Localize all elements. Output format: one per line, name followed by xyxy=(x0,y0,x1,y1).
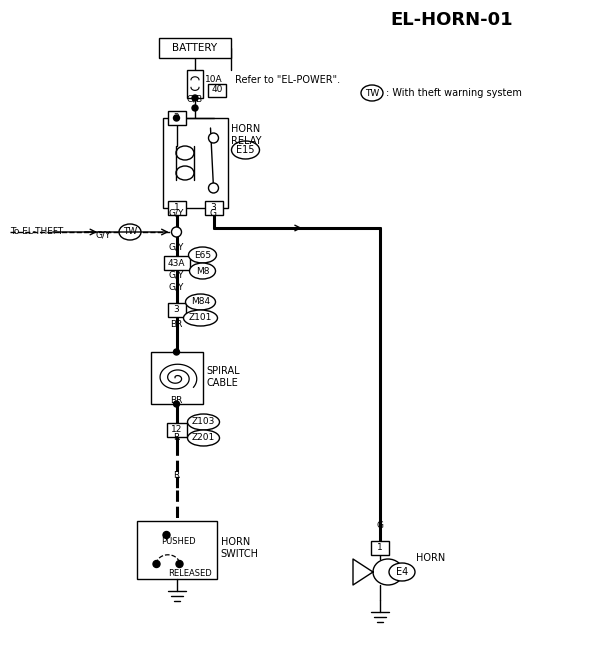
Text: 3: 3 xyxy=(211,203,216,213)
Text: E4: E4 xyxy=(396,567,408,577)
Text: G/Y: G/Y xyxy=(95,231,110,240)
Text: Z101: Z101 xyxy=(189,314,212,323)
Text: BATTERY: BATTERY xyxy=(172,43,218,53)
Ellipse shape xyxy=(188,430,220,446)
Bar xyxy=(371,541,389,555)
Circle shape xyxy=(172,227,182,237)
Text: 2: 2 xyxy=(173,113,179,123)
Bar xyxy=(187,70,203,98)
Ellipse shape xyxy=(361,85,383,101)
Bar xyxy=(137,521,217,579)
Text: To EL-THEFT: To EL-THEFT xyxy=(10,228,63,237)
Bar xyxy=(208,83,226,96)
Text: E15: E15 xyxy=(236,145,255,155)
Text: 43A: 43A xyxy=(168,258,185,268)
Circle shape xyxy=(208,183,218,193)
Text: 10A: 10A xyxy=(205,75,223,85)
Text: EL-HORN-01: EL-HORN-01 xyxy=(390,11,513,29)
Text: SWITCH: SWITCH xyxy=(220,549,259,559)
Text: 3: 3 xyxy=(173,306,179,314)
Bar xyxy=(166,423,186,437)
Bar xyxy=(163,256,189,270)
Circle shape xyxy=(163,531,170,539)
Ellipse shape xyxy=(373,559,403,585)
Ellipse shape xyxy=(176,146,194,160)
Text: M84: M84 xyxy=(191,298,210,306)
Text: G/Y: G/Y xyxy=(169,283,184,292)
Text: BR: BR xyxy=(170,320,183,329)
Text: G: G xyxy=(377,521,384,530)
Text: BR: BR xyxy=(170,396,183,405)
Ellipse shape xyxy=(189,263,215,279)
Text: 40: 40 xyxy=(211,85,223,94)
Ellipse shape xyxy=(185,294,215,310)
Text: 1: 1 xyxy=(377,544,383,552)
Bar xyxy=(150,352,202,404)
Bar xyxy=(159,38,231,58)
Text: HORN: HORN xyxy=(220,537,250,547)
Circle shape xyxy=(176,560,183,567)
Text: R: R xyxy=(173,471,179,480)
Bar xyxy=(168,201,185,215)
Text: 12: 12 xyxy=(171,426,182,434)
Ellipse shape xyxy=(389,563,415,581)
Text: : With theft warning system: : With theft warning system xyxy=(386,88,522,98)
Circle shape xyxy=(192,105,198,111)
Text: CABLE: CABLE xyxy=(207,378,238,388)
Text: G/Y: G/Y xyxy=(169,242,184,251)
Text: G/Y: G/Y xyxy=(169,271,184,280)
Ellipse shape xyxy=(184,310,217,326)
Text: R: R xyxy=(173,433,179,442)
Bar xyxy=(162,118,227,208)
Ellipse shape xyxy=(231,141,259,159)
Text: G/Y: G/Y xyxy=(169,209,184,218)
Bar xyxy=(204,201,223,215)
Bar xyxy=(168,303,185,317)
Bar xyxy=(168,111,185,125)
Text: PUSHED: PUSHED xyxy=(161,537,196,546)
Text: G/B: G/B xyxy=(187,95,203,104)
Circle shape xyxy=(173,229,179,235)
Text: M8: M8 xyxy=(196,266,209,276)
Ellipse shape xyxy=(119,224,141,240)
Text: SPIRAL: SPIRAL xyxy=(207,366,240,376)
Text: RELAY: RELAY xyxy=(231,136,262,146)
Text: TW: TW xyxy=(123,228,137,237)
Ellipse shape xyxy=(188,247,217,263)
Circle shape xyxy=(208,133,218,143)
Text: HORN: HORN xyxy=(231,124,260,134)
Circle shape xyxy=(173,115,179,121)
Text: Z201: Z201 xyxy=(192,434,215,443)
Text: 1: 1 xyxy=(173,203,179,213)
Text: Refer to "EL-POWER".: Refer to "EL-POWER". xyxy=(235,75,340,85)
Circle shape xyxy=(192,95,198,101)
Text: TW: TW xyxy=(365,89,379,98)
Text: G: G xyxy=(210,209,217,218)
Text: E65: E65 xyxy=(194,251,211,260)
Circle shape xyxy=(153,560,160,567)
Text: HORN: HORN xyxy=(416,553,445,563)
Ellipse shape xyxy=(188,414,220,430)
Text: RELEASED: RELEASED xyxy=(169,569,213,577)
Ellipse shape xyxy=(176,166,194,180)
Text: Z103: Z103 xyxy=(192,417,215,426)
Circle shape xyxy=(173,401,179,407)
Circle shape xyxy=(173,349,179,355)
